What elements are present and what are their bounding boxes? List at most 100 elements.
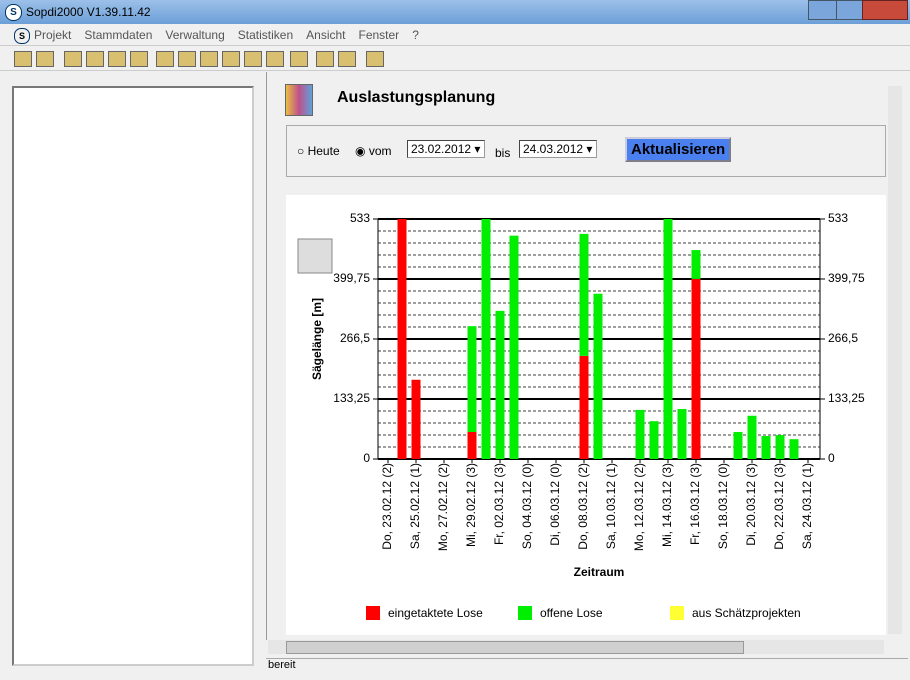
- h-scrollbar[interactable]: [268, 640, 884, 654]
- date-text: 23.02.2012: [411, 142, 472, 156]
- page-heading: Auslastungsplanung: [337, 89, 496, 106]
- bar-segment: [775, 435, 785, 459]
- radio-label: Heute: [307, 144, 340, 158]
- toolbar-button[interactable]: [222, 51, 240, 67]
- radio-today[interactable]: ○ Heute: [297, 144, 340, 158]
- toolbar-button[interactable]: [14, 51, 32, 67]
- close-button[interactable]: [862, 0, 908, 20]
- y-tick-label: 0: [363, 451, 370, 465]
- y2-tick-label: 266,5: [828, 331, 858, 345]
- bar-segment: [691, 250, 701, 279]
- toolbar-button[interactable]: [200, 51, 218, 67]
- bar-segment: [789, 439, 799, 459]
- x-tick-label: So, 04.03.12 (0): [520, 463, 534, 549]
- from-date[interactable]: 23.02.2012 ▾: [407, 140, 485, 158]
- date-text: 24.03.2012: [523, 142, 584, 156]
- legend-swatch: [366, 606, 380, 620]
- title-bar: S Sopdi2000 V1.39.11.42: [0, 0, 910, 24]
- toolbar-button[interactable]: [244, 51, 262, 67]
- toolbar-button[interactable]: [366, 51, 384, 67]
- x-tick-label: Mo, 12.03.12 (2): [632, 463, 646, 551]
- chart: Sägelänge [m] Zeitraum 0 0 133,25 133,25 266…: [297, 211, 865, 620]
- print-button[interactable]: [297, 238, 333, 274]
- to-label: bis: [495, 146, 511, 160]
- filter-box: ○ Heute ◉ vom 23.02.2012 ▾ bis 24.03.201…: [286, 125, 886, 177]
- toolbar-button[interactable]: [178, 51, 196, 67]
- bar-segment: [579, 233, 589, 356]
- x-tick-label: Mo, 27.02.12 (2): [436, 463, 450, 551]
- toolbar-button[interactable]: [130, 51, 148, 67]
- x-tick-label: Do, 08.03.12 (2): [576, 463, 590, 550]
- bar-segment: [691, 278, 701, 459]
- status-bar: bereit: [266, 658, 908, 675]
- menu-item[interactable]: Verwaltung: [165, 28, 225, 42]
- x-tick-label: Sa, 10.03.12 (1): [604, 463, 618, 549]
- toolbar-button[interactable]: [86, 51, 104, 67]
- legend-label: offene Lose: [540, 606, 603, 620]
- x-tick-label: Mi, 14.03.12 (3): [660, 463, 674, 547]
- x-tick-label: Di, 06.03.12 (0): [548, 463, 562, 546]
- menu-item[interactable]: Statistiken: [237, 28, 294, 42]
- x-tick-label: Fr, 16.03.12 (3): [688, 463, 702, 545]
- v-scrollbar[interactable]: [888, 86, 902, 634]
- menu-item[interactable]: Ansicht: [306, 28, 346, 42]
- bar-segment: [733, 431, 743, 459]
- y2-tick-label: 533: [828, 211, 848, 225]
- minimize-button[interactable]: [808, 0, 838, 20]
- window-title: Sopdi2000 V1.39.11.42: [26, 5, 151, 19]
- legend-label: eingetaktete Lose: [388, 606, 483, 620]
- bar-segment: [467, 326, 477, 432]
- scroll-thumb[interactable]: [286, 641, 744, 654]
- x-tick-label: Do, 22.03.12 (3): [772, 463, 786, 550]
- x-tick-label: So, 18.03.12 (0): [716, 463, 730, 549]
- legend-label: aus Schätzprojekten: [692, 606, 801, 620]
- doc-icon: S: [14, 28, 30, 44]
- toolbar: [0, 45, 910, 71]
- bar-segment: [677, 409, 687, 459]
- legend-swatch: [670, 606, 684, 620]
- tree-pane: [12, 86, 254, 666]
- x-tick-label: Di, 20.03.12 (3): [744, 463, 758, 546]
- bar-segment: [593, 293, 603, 459]
- radio-from[interactable]: ◉ vom: [355, 144, 392, 158]
- legend-swatch: [518, 606, 532, 620]
- y2-tick-label: 133,25: [828, 391, 865, 405]
- toolbar-button[interactable]: [290, 51, 308, 67]
- toolbar-button[interactable]: [36, 51, 54, 67]
- toolbar-button[interactable]: [108, 51, 126, 67]
- y2-tick-label: 399,75: [828, 271, 865, 285]
- x-tick-label: Sa, 25.02.12 (1): [408, 463, 422, 549]
- y2-tick-label: 0: [828, 451, 835, 465]
- y-tick-label: 133,25: [333, 391, 370, 405]
- bar-segment: [663, 219, 673, 459]
- refresh-button[interactable]: Aktualisieren: [625, 137, 732, 162]
- menu-items: Projekt Stammdaten Verwaltung Statistiken An…: [34, 28, 432, 42]
- maximize-button[interactable]: [836, 0, 864, 20]
- menu-item[interactable]: Fenster: [358, 28, 400, 42]
- bar-segment: [495, 310, 505, 459]
- bar-segment: [649, 421, 659, 459]
- menu-item[interactable]: Projekt: [34, 28, 72, 42]
- menu-item[interactable]: Stammdaten: [84, 28, 153, 42]
- bar-segment: [467, 431, 477, 459]
- bar-segment: [509, 235, 519, 459]
- y-tick-label: 533: [350, 211, 370, 225]
- bar-segment: [411, 379, 421, 459]
- y-axis-label: Sägelänge [m]: [310, 298, 324, 380]
- toolbar-button[interactable]: [338, 51, 356, 67]
- bar-segment: [579, 355, 589, 459]
- to-date[interactable]: 24.03.2012 ▾: [519, 140, 597, 158]
- report-icon: [285, 84, 313, 116]
- menu-item[interactable]: ?: [412, 28, 419, 42]
- toolbar-button[interactable]: [266, 51, 284, 67]
- app-icon: S: [5, 4, 22, 21]
- toolbar-button[interactable]: [64, 51, 82, 67]
- x-tick-label: Sa, 24.03.12 (1): [800, 463, 814, 549]
- toolbar-button[interactable]: [316, 51, 334, 67]
- menu-bar: S Projekt Stammdaten Verwaltung Statistiken…: [0, 25, 910, 45]
- bar-segment: [747, 415, 757, 459]
- toolbar-button[interactable]: [156, 51, 174, 67]
- x-tick-label: Mi, 29.02.12 (3): [464, 463, 478, 547]
- bar-segment: [761, 436, 771, 459]
